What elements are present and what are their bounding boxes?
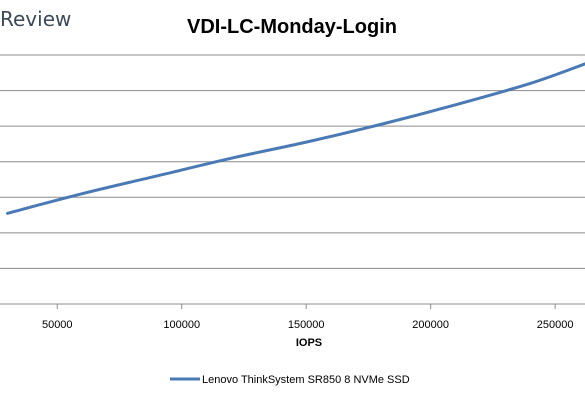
x-axis-ticks: 50000 100000 150000 200000 250000 [42, 304, 574, 331]
gridlines [0, 54, 585, 305]
chart-title: VDI-LC-Monday-Login [187, 16, 397, 38]
x-tick-label: 50000 [42, 319, 73, 331]
brand-logo-text: Review [0, 7, 71, 31]
x-axis-label: IOPS [296, 337, 322, 349]
series-line [5, 62, 585, 215]
x-tick-label: 200000 [412, 319, 449, 331]
legend-label: Lenovo ThinkSystem SR850 8 NVMe SSD [202, 374, 410, 386]
x-tick-label: 250000 [537, 319, 574, 331]
legend: Lenovo ThinkSystem SR850 8 NVMe SSD [170, 374, 410, 386]
x-tick-label: 100000 [163, 319, 200, 331]
series-group [5, 62, 585, 215]
x-tick-label: 150000 [288, 319, 325, 331]
